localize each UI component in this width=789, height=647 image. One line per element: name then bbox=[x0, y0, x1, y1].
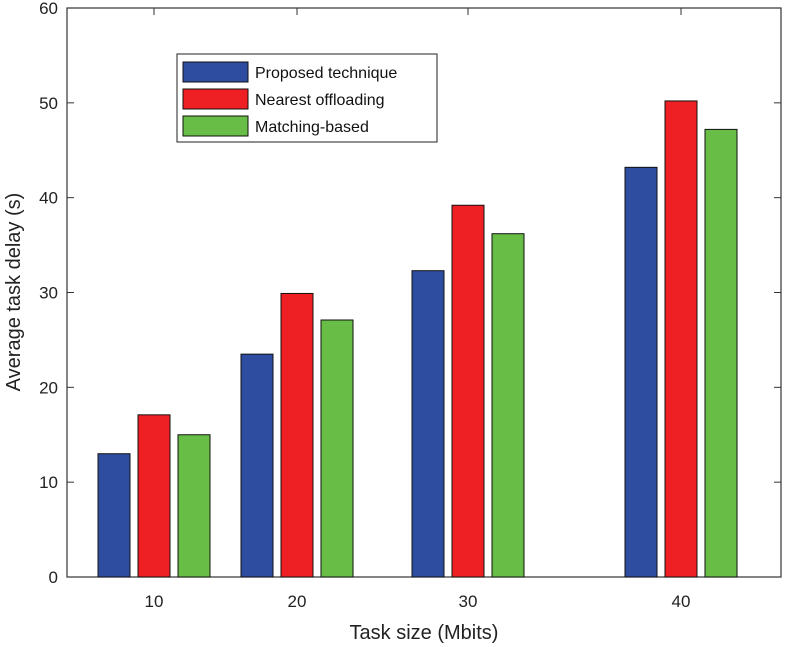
bar-nearest-offloading-30 bbox=[451, 204, 485, 578]
bar-proposed-technique-40 bbox=[624, 166, 658, 578]
bar-proposed-technique-10 bbox=[97, 453, 131, 578]
x-tick-label: 20 bbox=[288, 592, 307, 611]
x-tick-label: 40 bbox=[672, 592, 691, 611]
legend: Proposed technique Nearest offloading Matc… bbox=[176, 53, 438, 143]
bar-proposed-technique-20 bbox=[240, 353, 274, 578]
legend-label: Nearest offloading bbox=[255, 92, 385, 109]
y-tick-label: 10 bbox=[39, 473, 58, 492]
y-tick-label: 40 bbox=[39, 189, 58, 208]
x-axis-ticks: 10 20 30 40 bbox=[145, 8, 691, 611]
bar-nearest-offloading-10 bbox=[137, 414, 171, 578]
bar-series bbox=[97, 100, 738, 578]
bar-nearest-offloading-40 bbox=[664, 100, 698, 578]
y-tick-label: 0 bbox=[49, 568, 58, 587]
legend-swatch bbox=[182, 88, 249, 110]
legend-label: Matching-based bbox=[255, 119, 369, 136]
legend-label: Proposed technique bbox=[255, 65, 397, 82]
y-tick-label: 50 bbox=[39, 94, 58, 113]
x-tick-label: 10 bbox=[145, 592, 164, 611]
y-axis-ticks: 0 10 20 30 40 50 60 bbox=[39, 0, 781, 587]
y-tick-label: 20 bbox=[39, 378, 58, 397]
y-tick-label: 60 bbox=[39, 0, 58, 18]
bar-matching-based-30 bbox=[491, 233, 525, 578]
bar-nearest-offloading-20 bbox=[280, 292, 314, 578]
x-tick-label: 30 bbox=[459, 592, 478, 611]
legend-swatch bbox=[182, 115, 249, 137]
x-axis-label: Task size (Mbits) bbox=[350, 622, 499, 644]
bar-matching-based-20 bbox=[320, 319, 354, 578]
y-tick-label: 30 bbox=[39, 284, 58, 303]
y-axis-label: Average task delay (s) bbox=[3, 193, 25, 392]
bar-proposed-technique-30 bbox=[411, 270, 445, 578]
bar-matching-based-10 bbox=[177, 434, 211, 578]
bar-matching-based-40 bbox=[704, 128, 738, 578]
legend-swatch bbox=[182, 61, 249, 83]
